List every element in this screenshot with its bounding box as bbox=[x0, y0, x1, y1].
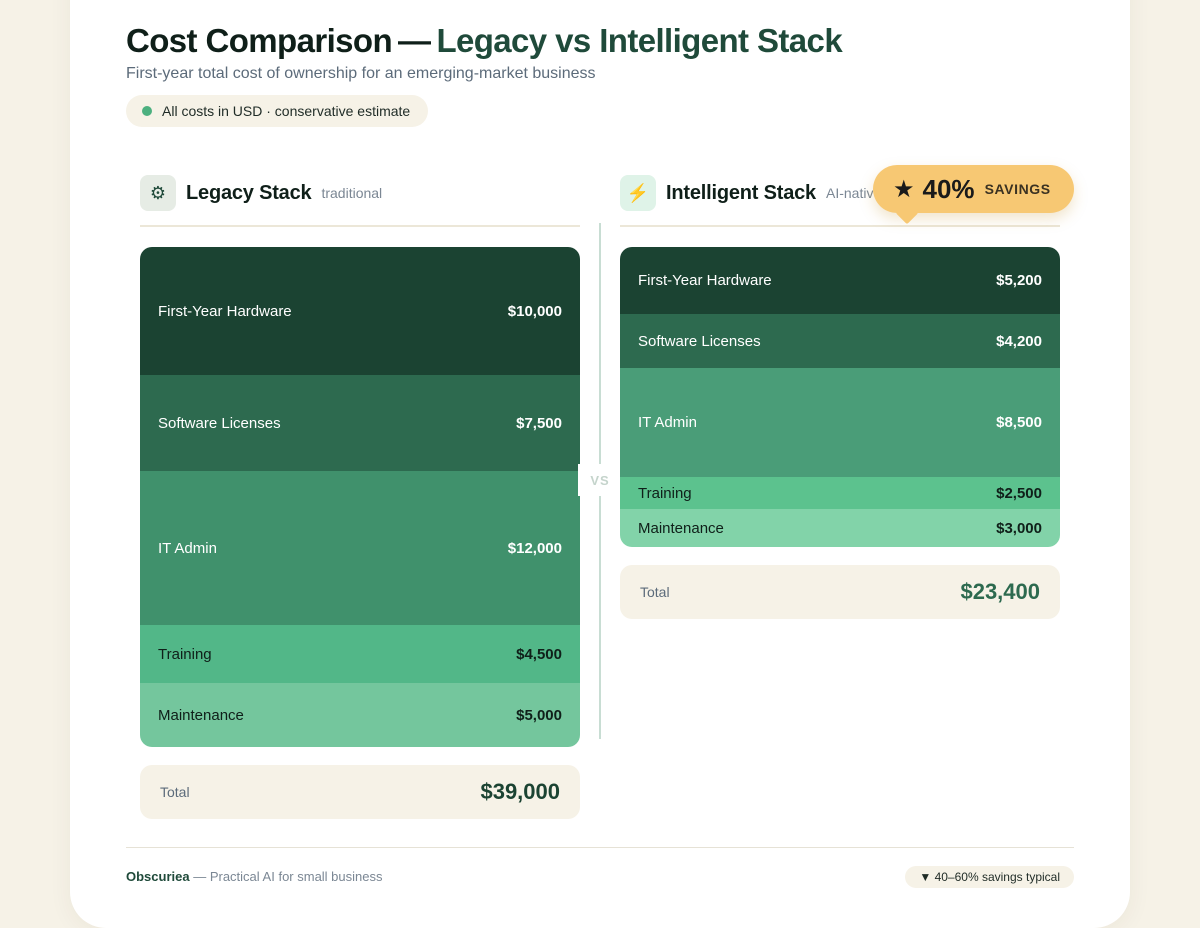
legacy-hardware-segment: First-Year Hardware $10,000 bbox=[140, 247, 580, 375]
segment-value: $10,000 bbox=[507, 302, 562, 320]
segment-label: Maintenance bbox=[158, 706, 244, 724]
segment-label: Software Licenses bbox=[638, 332, 761, 350]
intelligent-stack-tag: AI-native bbox=[825, 185, 882, 201]
savings-typical-badge: ▼ 40–60% savings typical bbox=[905, 866, 1074, 888]
legacy-software-segment: Software Licenses $7,500 bbox=[140, 375, 580, 471]
gear-icon: ⚙ bbox=[140, 175, 176, 211]
intelligent-hardware-segment: First-Year Hardware $5,200 bbox=[620, 247, 1060, 314]
intelligent-column-header: ⚡ Intelligent Stack AI-native bbox=[620, 175, 881, 211]
footer-divider bbox=[126, 847, 1074, 848]
title-dash: — bbox=[398, 22, 431, 59]
segment-value: $7,500 bbox=[516, 414, 562, 432]
savings-percent: 40% bbox=[922, 173, 975, 204]
intelligent-cost-stack: First-Year Hardware $5,200 Software Lice… bbox=[620, 247, 1060, 547]
legacy-stack-title: Legacy Stack bbox=[186, 181, 312, 204]
lightning-icon: ⚡ bbox=[620, 175, 656, 211]
intelligent-header-rule bbox=[620, 225, 1060, 227]
legacy-total-box: Total $39,000 bbox=[140, 765, 580, 819]
segment-value: $5,000 bbox=[516, 706, 562, 724]
segment-value: $2,500 bbox=[996, 484, 1042, 502]
segment-value: $8,500 bbox=[996, 414, 1042, 431]
title-accent: Legacy vs Intelligent Stack bbox=[436, 22, 843, 59]
intelligent-maintenance-segment: Maintenance $3,000 bbox=[620, 509, 1060, 547]
legacy-total-value: $39,000 bbox=[480, 779, 560, 804]
segment-value: $12,000 bbox=[507, 539, 562, 557]
status-dot-icon bbox=[142, 106, 152, 116]
page-title: Cost Comparison — Legacy vs Intelligent St… bbox=[126, 22, 843, 60]
footer-tagline: — Practical AI for small business bbox=[189, 869, 383, 884]
currency-note-text: All costs in USD · conservative estimate bbox=[162, 103, 411, 119]
legacy-stack-tag: traditional bbox=[321, 185, 383, 201]
segment-value: $3,000 bbox=[996, 519, 1042, 537]
vs-label: VS bbox=[578, 464, 622, 496]
legacy-header-rule bbox=[140, 225, 580, 227]
footer-brand-line: Obscuriea — Practical AI for small busin… bbox=[126, 869, 383, 884]
legacy-column-header: ⚙ Legacy Stack traditional bbox=[140, 175, 382, 211]
page-subtitle: First-year total cost of ownership for a… bbox=[126, 65, 596, 82]
segment-value: $4,500 bbox=[516, 645, 562, 663]
intelligent-total-box: Total $23,400 bbox=[620, 565, 1060, 619]
segment-label: Maintenance bbox=[638, 519, 724, 537]
title-main: Cost Comparison bbox=[126, 22, 393, 59]
legacy-maintenance-segment: Maintenance $5,000 bbox=[140, 683, 580, 747]
intelligent-total-value: $23,400 bbox=[960, 579, 1040, 604]
legacy-training-segment: Training $4,500 bbox=[140, 625, 580, 683]
segment-label: First-Year Hardware bbox=[158, 302, 292, 320]
segment-label: Training bbox=[638, 484, 692, 502]
segment-label: First-Year Hardware bbox=[638, 272, 772, 289]
intelligent-total-label: Total bbox=[640, 584, 670, 600]
segment-value: $5,200 bbox=[996, 272, 1042, 289]
legacy-cost-stack: First-Year Hardware $10,000 Software Lic… bbox=[140, 247, 580, 747]
segment-label: Training bbox=[158, 645, 212, 663]
savings-label: SAVINGS bbox=[984, 181, 1051, 197]
intelligent-stack-title: Intelligent Stack bbox=[666, 181, 816, 204]
segment-label: IT Admin bbox=[158, 539, 217, 557]
segment-label: Software Licenses bbox=[158, 414, 281, 432]
footer-brand: Obscuriea bbox=[126, 869, 190, 884]
currency-note-badge: All costs in USD · conservative estimate bbox=[126, 95, 429, 127]
legacy-total-label: Total bbox=[160, 784, 190, 800]
segment-value: $4,200 bbox=[996, 332, 1042, 350]
intelligent-it-admin-segment: IT Admin $8,500 bbox=[620, 368, 1060, 477]
savings-badge: ★ 40% SAVINGS bbox=[873, 165, 1074, 213]
intelligent-training-segment: Training $2,500 bbox=[620, 477, 1060, 509]
segment-label: IT Admin bbox=[638, 414, 697, 431]
star-icon: ★ bbox=[893, 175, 915, 203]
legacy-it-admin-segment: IT Admin $12,000 bbox=[140, 471, 580, 625]
intelligent-software-segment: Software Licenses $4,200 bbox=[620, 314, 1060, 368]
